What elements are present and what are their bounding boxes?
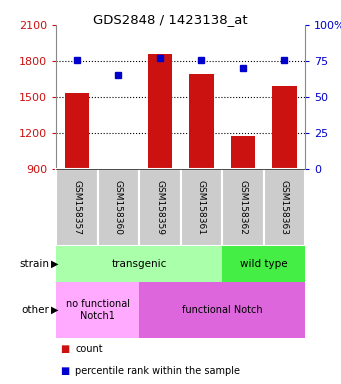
Bar bbox=[148, 55, 173, 169]
Bar bbox=[222, 169, 264, 246]
Bar bbox=[106, 169, 131, 172]
Bar bbox=[222, 246, 305, 282]
Text: ■: ■ bbox=[60, 344, 69, 354]
Bar bbox=[139, 169, 181, 246]
Bar bbox=[264, 169, 305, 246]
Text: no functional
Notch1: no functional Notch1 bbox=[66, 299, 130, 321]
Text: GSM158357: GSM158357 bbox=[73, 180, 81, 235]
Bar bbox=[181, 169, 222, 246]
Text: GDS2848 / 1423138_at: GDS2848 / 1423138_at bbox=[93, 13, 248, 26]
Text: GSM158359: GSM158359 bbox=[155, 180, 164, 235]
Bar bbox=[56, 246, 222, 282]
Text: wild type: wild type bbox=[240, 259, 287, 269]
Text: ■: ■ bbox=[60, 366, 69, 376]
Bar bbox=[139, 282, 305, 338]
Text: GSM158360: GSM158360 bbox=[114, 180, 123, 235]
Text: functional Notch: functional Notch bbox=[182, 305, 263, 315]
Bar bbox=[272, 86, 297, 169]
Text: other: other bbox=[21, 305, 49, 315]
Text: GSM158363: GSM158363 bbox=[280, 180, 289, 235]
Text: GSM158361: GSM158361 bbox=[197, 180, 206, 235]
Bar bbox=[64, 93, 89, 169]
Bar bbox=[56, 169, 98, 246]
Text: transgenic: transgenic bbox=[112, 259, 167, 269]
Text: ▶: ▶ bbox=[51, 305, 59, 315]
Bar bbox=[189, 74, 214, 169]
Bar bbox=[56, 282, 139, 338]
Text: ▶: ▶ bbox=[51, 259, 59, 269]
Text: count: count bbox=[75, 344, 103, 354]
Text: percentile rank within the sample: percentile rank within the sample bbox=[75, 366, 240, 376]
Bar bbox=[231, 136, 255, 169]
Text: strain: strain bbox=[19, 259, 49, 269]
Bar bbox=[98, 169, 139, 246]
Text: GSM158362: GSM158362 bbox=[238, 180, 248, 235]
